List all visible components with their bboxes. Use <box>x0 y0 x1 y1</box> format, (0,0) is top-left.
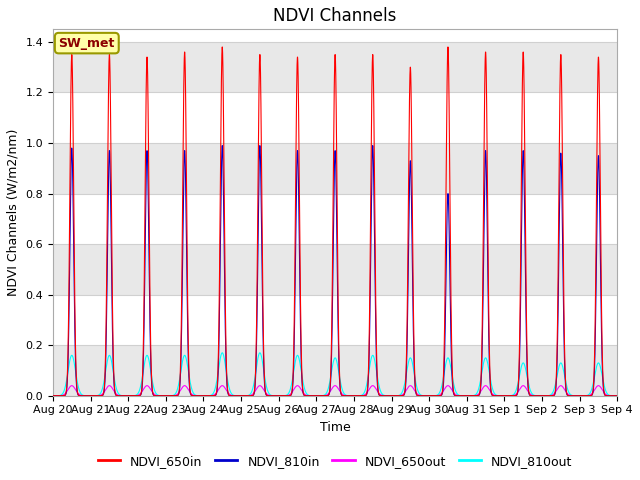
Bar <box>53 42 617 93</box>
Title: NDVI Channels: NDVI Channels <box>273 7 397 25</box>
Y-axis label: NDVI Channels (W/m2/nm): NDVI Channels (W/m2/nm) <box>7 129 20 296</box>
Text: SW_met: SW_met <box>59 36 115 49</box>
Bar <box>53 143 617 193</box>
Bar <box>53 244 617 295</box>
Legend: NDVI_650in, NDVI_810in, NDVI_650out, NDVI_810out: NDVI_650in, NDVI_810in, NDVI_650out, NDV… <box>93 450 578 473</box>
Bar <box>53 345 617 396</box>
X-axis label: Time: Time <box>320 421 351 434</box>
